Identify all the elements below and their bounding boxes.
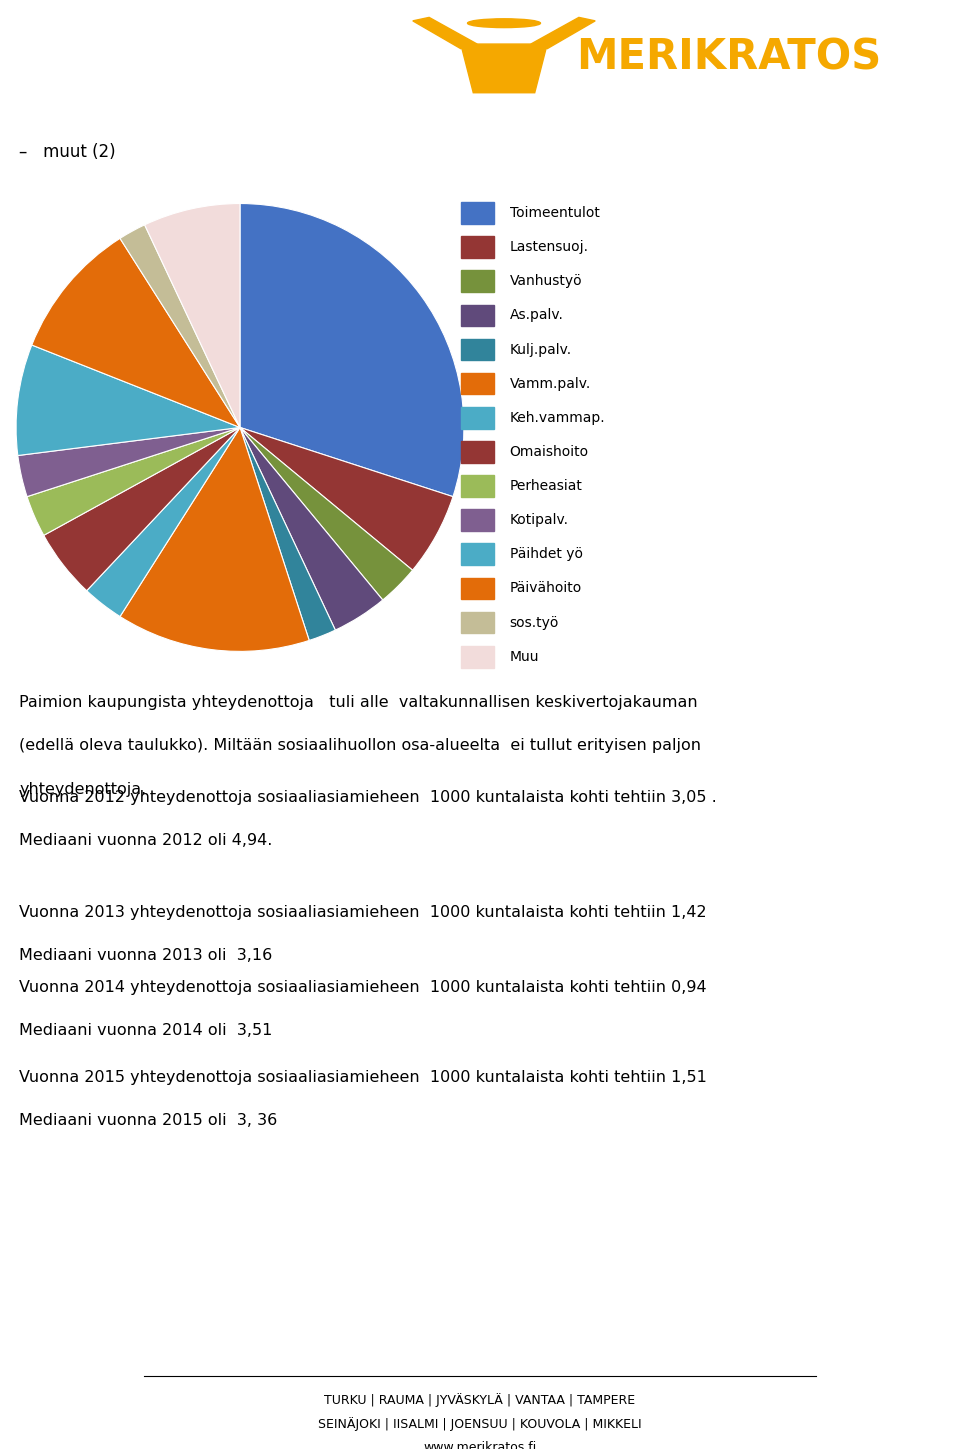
Wedge shape [240,427,453,571]
Wedge shape [240,427,383,630]
Wedge shape [18,427,240,497]
Bar [462,236,494,258]
Bar [462,407,494,429]
Text: Vanhustyö: Vanhustyö [510,274,583,288]
Bar [462,543,494,565]
Bar [462,578,494,600]
Text: Kulj.palv.: Kulj.palv. [510,342,572,356]
Text: (edellä oleva taulukko). Miltään sosiaalihuollon osa-alueelta  ei tullut erityis: (edellä oleva taulukko). Miltään sosiaal… [19,739,701,753]
Text: TURKU | RAUMA | JYVÄSKYLÄ | VANTAA | TAMPERE: TURKU | RAUMA | JYVÄSKYLÄ | VANTAA | TAM… [324,1394,636,1407]
Text: yhteydenottoja.: yhteydenottoja. [19,782,147,797]
Bar [462,611,494,633]
Wedge shape [145,203,240,427]
Text: Vuonna 2012 yhteydenottoja sosiaaliasiamieheen  1000 kuntalaista kohti tehtiin 3: Vuonna 2012 yhteydenottoja sosiaaliasiam… [19,790,717,806]
Wedge shape [16,345,240,455]
Text: Päihdet yö: Päihdet yö [510,548,583,561]
Bar [462,271,494,293]
Text: Vuonna 2014 yhteydenottoja sosiaaliasiamieheen  1000 kuntalaista kohti tehtiin 0: Vuonna 2014 yhteydenottoja sosiaaliasiam… [19,980,707,995]
Text: Perheasiat: Perheasiat [510,480,583,493]
Text: As.palv.: As.palv. [510,309,564,322]
Polygon shape [531,17,595,49]
Text: –   muut (2): – muut (2) [19,143,116,161]
Text: www.merikratos.fi: www.merikratos.fi [423,1440,537,1449]
Text: Vuonna 2013 yhteydenottoja sosiaaliasiamieheen  1000 kuntalaista kohti tehtiin 1: Vuonna 2013 yhteydenottoja sosiaaliasiam… [19,906,707,920]
Text: sos.työ: sos.työ [510,616,559,629]
Bar [462,201,494,223]
Text: Kotipalv.: Kotipalv. [510,513,568,527]
Wedge shape [120,427,309,652]
Text: SEINÄJOKI | IISALMI | JOENSUU | KOUVOLA | MIKKELI: SEINÄJOKI | IISALMI | JOENSUU | KOUVOLA … [318,1417,642,1432]
Wedge shape [32,239,240,427]
Wedge shape [240,427,335,640]
Text: Päivähoito: Päivähoito [510,581,582,596]
Bar [462,510,494,530]
Text: Vamm.palv.: Vamm.palv. [510,377,591,391]
Text: Mediaani vuonna 2014 oli  3,51: Mediaani vuonna 2014 oli 3,51 [19,1023,273,1039]
Text: Mediaani vuonna 2015 oli  3, 36: Mediaani vuonna 2015 oli 3, 36 [19,1113,277,1129]
Polygon shape [413,17,477,49]
Wedge shape [120,225,240,427]
Bar [462,475,494,497]
Wedge shape [44,427,240,591]
Polygon shape [461,43,547,93]
Text: MERIKRATOS: MERIKRATOS [576,38,881,78]
Wedge shape [86,427,240,616]
Text: Paimion kaupungista yhteydenottoja   tuli alle  valtakunnallisen keskivertojakau: Paimion kaupungista yhteydenottoja tuli … [19,696,698,710]
Wedge shape [240,203,464,497]
Bar [462,339,494,361]
Bar [462,372,494,394]
Text: Omaishoito: Omaishoito [510,445,588,459]
Text: Muu: Muu [510,649,540,664]
Bar [462,646,494,668]
Text: Toimeentulot: Toimeentulot [510,206,600,220]
Circle shape [468,19,540,28]
Text: Keh.vammap.: Keh.vammap. [510,410,606,425]
Text: Mediaani vuonna 2012 oli 4,94.: Mediaani vuonna 2012 oli 4,94. [19,833,273,849]
Wedge shape [27,427,240,535]
Text: Vuonna 2015 yhteydenottoja sosiaaliasiamieheen  1000 kuntalaista kohti tehtiin 1: Vuonna 2015 yhteydenottoja sosiaaliasiam… [19,1069,708,1085]
Bar [462,304,494,326]
Text: Lastensuoj.: Lastensuoj. [510,241,588,254]
Wedge shape [240,427,413,600]
Text: Mediaani vuonna 2013 oli  3,16: Mediaani vuonna 2013 oli 3,16 [19,949,273,964]
Bar [462,440,494,462]
